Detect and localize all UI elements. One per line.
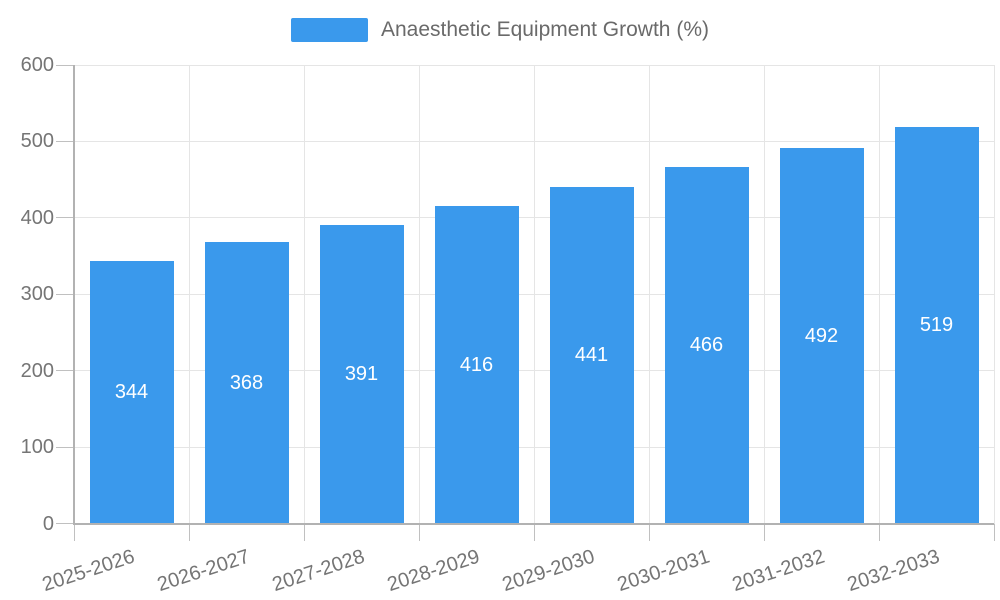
x-gridline: [303, 65, 305, 524]
y-axis-tick: [56, 64, 74, 66]
y-axis-tick: [56, 370, 74, 372]
x-axis-tick: [648, 523, 650, 541]
y-axis-tick-label: 400: [20, 206, 54, 229]
y-axis-tick-label: 600: [20, 54, 54, 76]
x-axis-tick: [533, 523, 535, 541]
bar-2032-2033[interactable]: [894, 126, 979, 524]
x-gridline: [993, 65, 995, 524]
bar-value-label: 492: [804, 324, 839, 347]
bar-2028-2029[interactable]: [434, 205, 519, 524]
x-gridline: [418, 65, 420, 524]
x-gridline: [648, 65, 650, 524]
bar-2025-2026[interactable]: [89, 260, 174, 524]
x-gridline: [878, 65, 880, 524]
x-axis-tick: [188, 523, 190, 541]
x-axis-tick: [418, 523, 420, 541]
bar-2030-2031[interactable]: [664, 167, 749, 524]
x-axis-tick: [303, 523, 305, 541]
bar-value-label: 391: [344, 363, 379, 386]
bar-value-label: 519: [919, 314, 954, 337]
legend-item[interactable]: Anaesthetic Equipment Growth (%): [0, 17, 1000, 43]
bar-value-label: 466: [689, 334, 724, 357]
legend-swatch: [291, 18, 368, 42]
bar-2027-2028[interactable]: [319, 224, 404, 524]
y-axis-tick-label: 200: [20, 359, 54, 382]
bar-2026-2027[interactable]: [204, 242, 289, 524]
legend-label: Anaesthetic Equipment Growth (%): [381, 18, 709, 41]
y-axis-tick-label: 0: [42, 512, 54, 535]
y-axis-tick: [56, 293, 74, 295]
x-gridline: [188, 65, 190, 524]
bar-value-label: 344: [114, 381, 149, 404]
bar-2031-2032[interactable]: [779, 147, 864, 524]
y-axis-line: [73, 65, 75, 524]
x-axis-line: [73, 522, 994, 525]
x-axis-tick: [763, 523, 765, 541]
bar-value-label: 416: [459, 353, 494, 376]
x-axis-tick: [993, 523, 995, 541]
y-axis-tick-label: 500: [20, 130, 54, 153]
y-axis-tick: [56, 140, 74, 142]
y-axis-tick: [56, 217, 74, 219]
x-gridline: [533, 65, 535, 524]
y-axis-tick: [56, 523, 74, 524]
y-axis-tick: [56, 446, 74, 448]
bar-value-label: 441: [574, 344, 609, 366]
x-gridline: [763, 65, 765, 524]
bar-2029-2030[interactable]: [549, 186, 634, 524]
x-axis-tick: [878, 523, 880, 541]
y-axis-tick-label: 100: [20, 436, 54, 459]
y-axis-tick-label: 300: [20, 283, 54, 306]
bar-value-label: 368: [229, 371, 264, 394]
x-axis-tick: [73, 523, 75, 541]
